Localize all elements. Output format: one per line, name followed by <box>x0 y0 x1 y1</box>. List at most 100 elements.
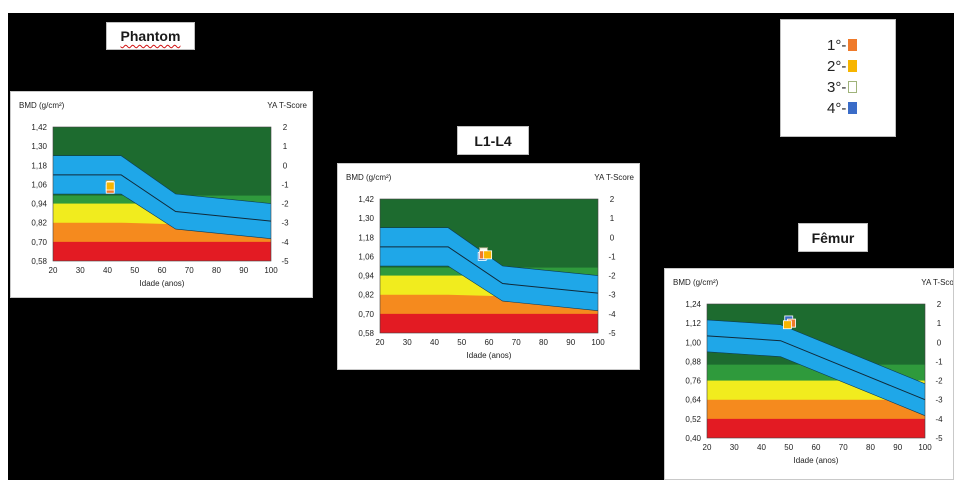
y-right-tick-label: -5 <box>281 257 289 266</box>
reference-mean-line <box>380 246 599 294</box>
x-tick-label: 20 <box>49 266 58 275</box>
x-tick-label: 70 <box>512 338 521 347</box>
x-tick-label: 70 <box>839 443 848 452</box>
y-right-tick-label: -3 <box>935 396 943 405</box>
x-tick-label: 80 <box>539 338 548 347</box>
x-tick-label: 30 <box>76 266 85 275</box>
y-right-tick-label: 1 <box>283 142 288 151</box>
y-right-tick-label: 2 <box>283 123 288 132</box>
x-tick-label: 50 <box>784 443 793 452</box>
reference-band-lower-edge <box>53 193 272 239</box>
y-right-tick-label: -1 <box>281 180 289 189</box>
legend-swatch-4 <box>848 102 858 114</box>
l1l4-title: L1-L4 <box>474 132 512 149</box>
y-tick-label: 0,82 <box>31 219 47 228</box>
data-point-2 <box>782 320 792 330</box>
l1l4-chart: BMD (g/cm²) YA T-Score 1,42 1,30 1,18 1,06 0,9… <box>346 173 635 360</box>
y-right-tick-label: -2 <box>608 272 616 281</box>
y-tick-label: 1,42 <box>31 123 47 132</box>
legend: 1°- 2°- 3°- 4°- <box>780 19 896 137</box>
y-right-tick-label: 0 <box>283 161 288 170</box>
plot-frame <box>379 198 599 334</box>
y-tick-label: 1,42 <box>358 195 374 204</box>
y-right-tick-label: 0 <box>937 338 942 347</box>
y-right-tick-label: 2 <box>610 195 615 204</box>
l1l4-chart-panel: BMD (g/cm²) YA T-Score 1,42 1,30 1,18 1,06 0,9… <box>337 163 640 370</box>
x-tick-label: 40 <box>430 338 439 347</box>
y-right-tick-label: -1 <box>608 252 616 261</box>
x-tick-label: 60 <box>812 443 821 452</box>
data-point-2 <box>483 250 493 260</box>
y-tick-label: 1,30 <box>358 214 374 223</box>
y-tick-label: 0,82 <box>358 291 374 300</box>
y-right-axis-label: YA T-Score <box>267 101 307 110</box>
y-right-tick-label: -1 <box>935 357 943 366</box>
x-tick-label: 70 <box>185 266 194 275</box>
y-tick-label: 1,18 <box>31 161 47 170</box>
y-right-tick-label: -3 <box>281 219 289 228</box>
plot-frame <box>52 126 272 262</box>
x-tick-label: 50 <box>130 266 139 275</box>
y-tick-label: 0,64 <box>685 396 701 405</box>
legend-item-4: 4°- <box>827 99 858 117</box>
y-tick-label: 0,70 <box>358 310 374 319</box>
zone-red <box>53 241 271 261</box>
phantom-chart: BMD (g/cm²) YA T-Score 1,42 1,30 1,18 1,06 0,9… <box>19 101 308 288</box>
y-tick-label: 1,06 <box>31 180 47 189</box>
x-axis-label: Idade (anos) <box>467 351 512 360</box>
x-tick-label: 100 <box>918 443 932 452</box>
y-right-tick-label: -5 <box>608 329 616 338</box>
y-right-tick-label: -5 <box>935 434 943 443</box>
y-tick-label: 0,94 <box>31 200 47 209</box>
y-right-tick-label: 2 <box>937 300 942 309</box>
reference-band-lower-edge <box>380 265 599 311</box>
femur-chart: BMD (g/cm²) YA T-Score 1,24 1,12 1,00 0,88 0,7… <box>673 278 953 465</box>
x-tick-label: 90 <box>893 443 902 452</box>
y-axis-label: BMD (g/cm²) <box>673 278 719 287</box>
y-tick-label: 1,12 <box>685 319 701 328</box>
y-right-tick-label: -2 <box>281 200 289 209</box>
reference-band-upper-edge <box>380 227 599 276</box>
y-tick-label: 0,94 <box>358 272 374 281</box>
legend-label-4: 4°- <box>827 99 847 117</box>
x-tick-label: 30 <box>403 338 412 347</box>
x-tick-label: 100 <box>591 338 605 347</box>
legend-swatch-2 <box>848 60 858 72</box>
y-tick-label: 1,30 <box>31 142 47 151</box>
phantom-chart-panel: BMD (g/cm²) YA T-Score 1,42 1,30 1,18 1,06 0,9… <box>10 91 313 298</box>
x-tick-label: 60 <box>485 338 494 347</box>
y-tick-label: 0,70 <box>31 238 47 247</box>
x-axis-label: Idade (anos) <box>140 279 185 288</box>
y-right-tick-label: -4 <box>281 238 289 247</box>
y-tick-label: 0,58 <box>31 257 47 266</box>
y-tick-label: 0,40 <box>685 434 701 443</box>
reference-band-upper-edge <box>706 319 926 385</box>
plot-frame <box>706 303 926 439</box>
y-right-axis-label: YA T-Score <box>594 173 634 182</box>
y-tick-label: 1,24 <box>685 300 701 309</box>
femur-chart-panel: BMD (g/cm²) YA T-Score 1,24 1,12 1,00 0,88 0,7… <box>664 268 954 480</box>
x-tick-label: 30 <box>730 443 739 452</box>
legend-label-3: 3°- <box>827 78 847 96</box>
femur-title: Fêmur <box>811 229 855 246</box>
y-tick-label: 0,76 <box>685 377 701 386</box>
y-tick-label: 0,58 <box>358 329 374 338</box>
x-tick-label: 20 <box>376 338 385 347</box>
black-canvas: Phantom L1-L4 Fêmur 1°- 2°- 3°- 4°- BMD … <box>8 13 954 480</box>
x-tick-label: 80 <box>212 266 221 275</box>
zone-red <box>380 313 598 333</box>
x-tick-label: 20 <box>703 443 712 452</box>
legend-swatch-1 <box>848 39 858 51</box>
y-axis-label: BMD (g/cm²) <box>346 173 392 182</box>
y-right-tick-label: -4 <box>935 415 943 424</box>
legend-label-1: 1°- <box>827 36 847 54</box>
y-right-tick-label: 1 <box>937 319 942 328</box>
reference-band <box>380 227 598 311</box>
reference-band-upper-edge <box>53 155 272 204</box>
x-tick-label: 60 <box>158 266 167 275</box>
x-tick-label: 40 <box>103 266 112 275</box>
y-right-tick-label: -2 <box>935 377 943 386</box>
phantom-title-box: Phantom <box>106 22 195 50</box>
y-right-tick-label: 0 <box>610 233 615 242</box>
reference-mean-line <box>53 174 272 222</box>
